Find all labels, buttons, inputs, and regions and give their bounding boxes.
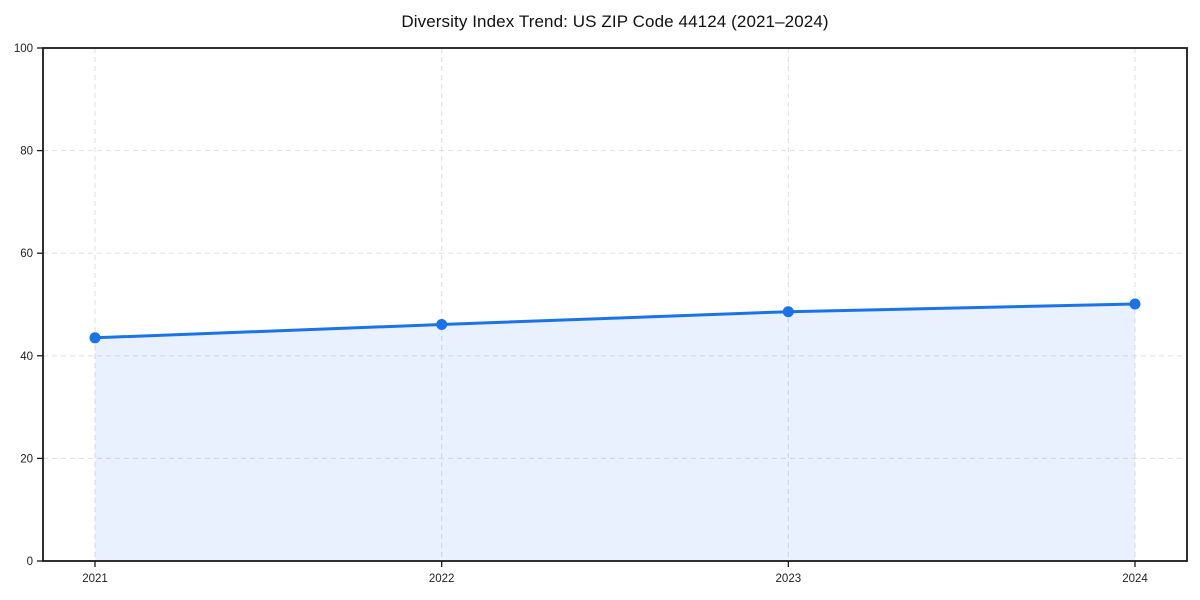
chart-title: Diversity Index Trend: US ZIP Code 44124… bbox=[401, 12, 829, 31]
data-point bbox=[436, 319, 448, 330]
y-tick-label: 80 bbox=[20, 146, 33, 158]
x-tick-label: 2024 bbox=[1122, 573, 1148, 585]
y-tick-label: 20 bbox=[20, 453, 33, 465]
x-tick-label: 2022 bbox=[429, 573, 455, 585]
data-point bbox=[1129, 298, 1141, 310]
data-point bbox=[782, 306, 794, 318]
area-fill bbox=[95, 304, 1135, 561]
data-point bbox=[89, 332, 101, 344]
x-tick-label: 2023 bbox=[776, 573, 802, 585]
y-tick-label: 0 bbox=[27, 556, 33, 568]
axis-frame bbox=[42, 47, 1188, 562]
y-tick-label: 60 bbox=[20, 248, 33, 260]
y-tick-label: 100 bbox=[14, 43, 33, 55]
trend-line bbox=[93, 302, 1137, 340]
y-tick-label: 40 bbox=[20, 351, 33, 363]
x-tick-label: 2021 bbox=[82, 573, 108, 585]
